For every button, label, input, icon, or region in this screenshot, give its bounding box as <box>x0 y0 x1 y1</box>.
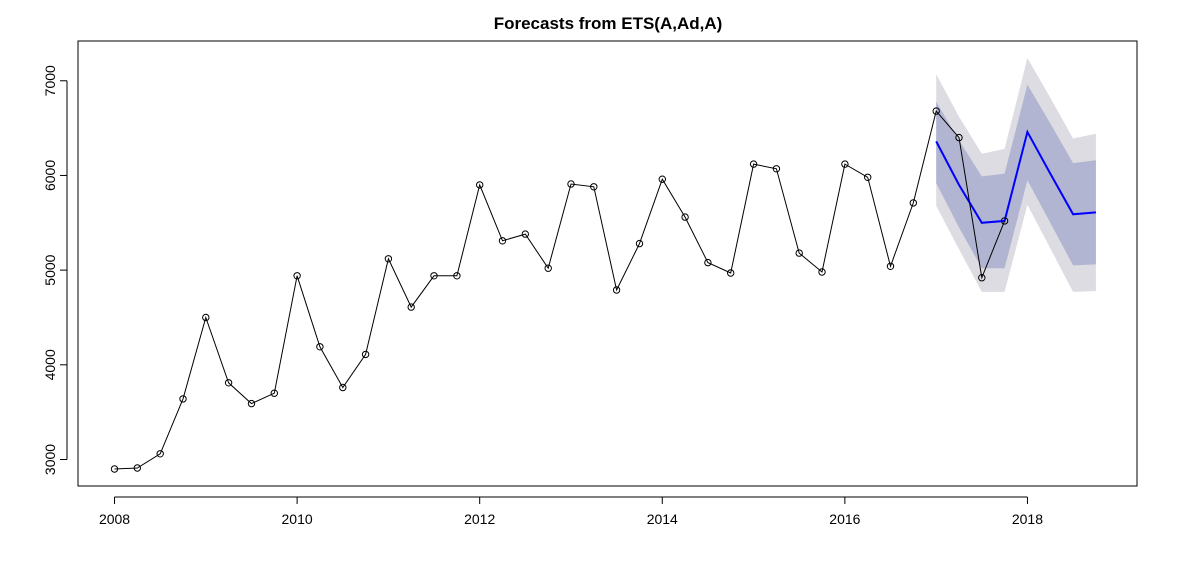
observed-point <box>635 239 644 248</box>
observed-point <box>658 175 666 183</box>
observed-point <box>179 395 187 403</box>
observed-point <box>841 160 849 168</box>
x-tick-label: 2016 <box>829 511 860 527</box>
chart-title: Forecasts from ETS(A,Ad,A) <box>494 14 723 33</box>
observed-point <box>476 181 484 189</box>
observed-point <box>202 313 210 322</box>
observed-point <box>156 450 164 458</box>
x-tick-label: 2010 <box>282 511 313 527</box>
observed-point <box>453 272 461 280</box>
x-tick-label: 2012 <box>464 511 495 527</box>
y-tick-label: 7000 <box>42 65 58 96</box>
observed-point <box>864 173 872 182</box>
y-tick-label: 5000 <box>42 254 58 285</box>
observed-point <box>727 269 735 277</box>
observed-line <box>114 110 1006 470</box>
observed-point <box>749 160 758 168</box>
x-axis: 2008 2010 2012 2014 2016 2018 <box>99 496 1043 527</box>
observed-point <box>133 464 142 472</box>
observed-point <box>407 303 415 311</box>
observed-point <box>339 383 347 392</box>
observed-point <box>384 255 393 263</box>
y-tick-label: 3000 <box>42 444 58 475</box>
observed-point <box>567 180 575 188</box>
x-tick-label: 2018 <box>1012 511 1043 527</box>
observed-point <box>544 264 552 272</box>
observed-point <box>818 268 826 276</box>
chart-series <box>110 107 1096 473</box>
forecast-line <box>935 129 1096 224</box>
observed-point <box>247 399 256 408</box>
observed-point <box>704 258 712 267</box>
observed-point <box>978 274 986 282</box>
observed-point <box>772 165 781 173</box>
observed-point <box>612 286 621 294</box>
observed-point <box>316 343 324 351</box>
plot-frame <box>77 40 1138 487</box>
observed-point <box>886 262 895 270</box>
observed-point <box>361 350 370 359</box>
observed-point <box>681 213 689 221</box>
observed-point <box>430 272 438 280</box>
observed-point <box>270 389 278 397</box>
observed-point <box>521 230 529 238</box>
y-tick-label: 4000 <box>42 349 58 380</box>
observed-point <box>498 237 507 245</box>
observed-point <box>795 249 803 257</box>
observed-point <box>293 272 301 280</box>
observed-point <box>224 379 233 387</box>
observed-point <box>955 133 963 142</box>
observed-point <box>590 183 598 191</box>
x-tick-label: 2014 <box>647 511 678 527</box>
x-tick-label: 2008 <box>99 511 130 527</box>
observed-point <box>932 107 940 115</box>
observed-point <box>909 199 917 207</box>
y-tick-label: 6000 <box>42 160 58 191</box>
observed-point <box>1000 217 1009 225</box>
observed-point <box>110 465 119 473</box>
y-axis: 3000 4000 5000 6000 7000 <box>42 65 68 475</box>
